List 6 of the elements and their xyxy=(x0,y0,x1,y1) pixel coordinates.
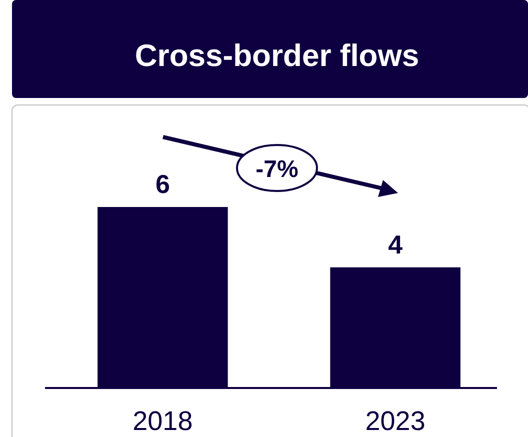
x-tick-label: 2023 xyxy=(365,406,426,436)
chart-title: Cross-border flows xyxy=(134,38,420,73)
text: -7% xyxy=(256,156,298,183)
x-tick-label: 2018 xyxy=(132,406,193,436)
data-label: 6 xyxy=(155,169,170,199)
data-label: 4 xyxy=(388,229,404,260)
